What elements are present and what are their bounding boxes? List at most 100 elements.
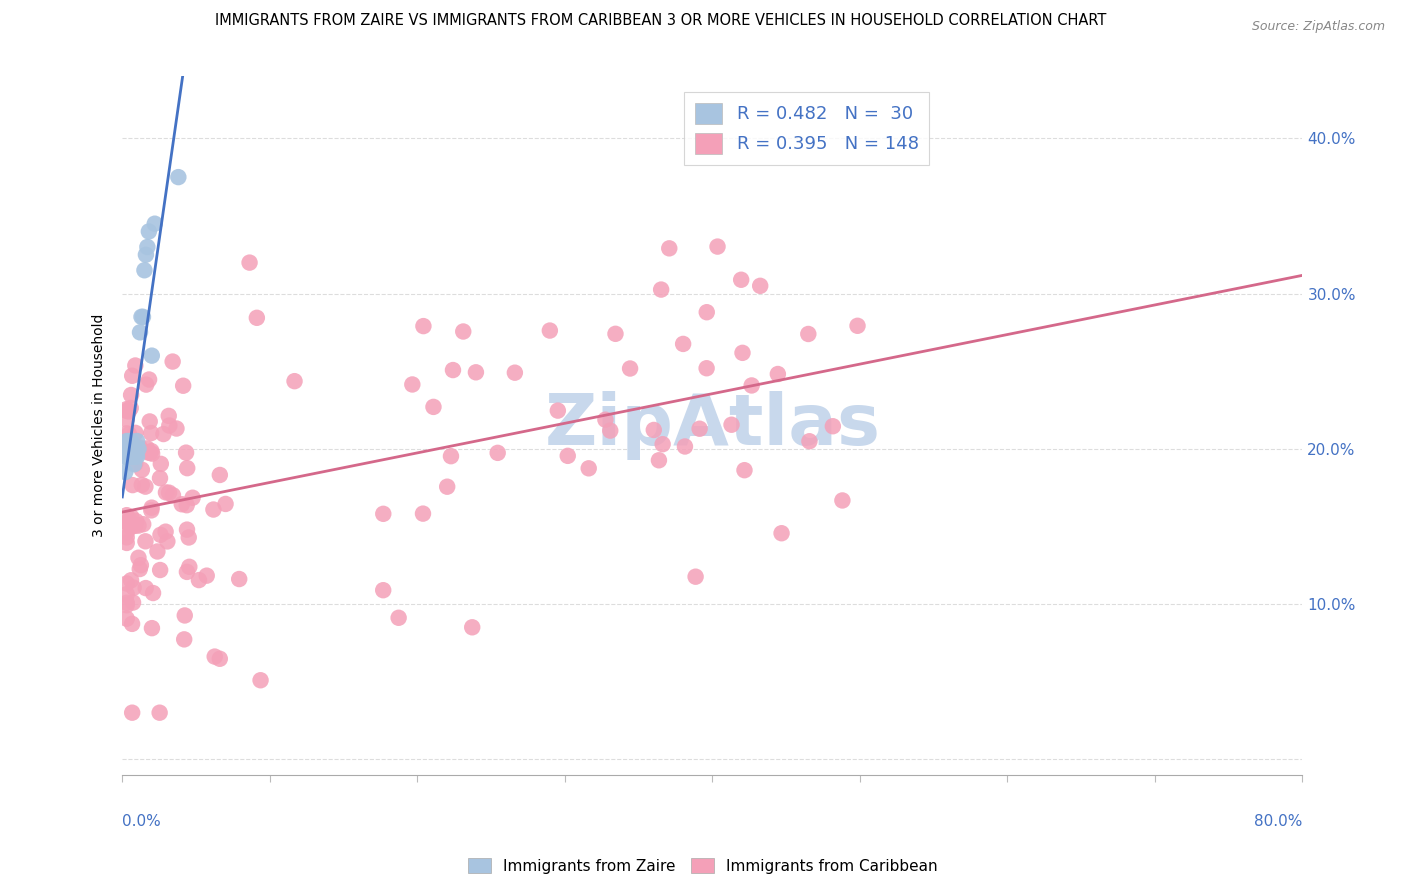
Point bbox=[141, 621, 163, 635]
Y-axis label: 3 or more Vehicles in Household: 3 or more Vehicles in Household bbox=[93, 314, 107, 537]
Point bbox=[121, 706, 143, 720]
Point bbox=[129, 558, 152, 573]
Point bbox=[121, 450, 143, 464]
Point bbox=[173, 632, 195, 647]
Point bbox=[440, 449, 463, 463]
Point bbox=[124, 457, 146, 471]
Point bbox=[155, 485, 177, 500]
Point bbox=[249, 673, 271, 688]
Point bbox=[202, 502, 225, 516]
Point bbox=[696, 361, 718, 376]
Point bbox=[176, 498, 198, 512]
Point bbox=[162, 488, 184, 502]
Point bbox=[120, 401, 142, 415]
Point bbox=[214, 497, 236, 511]
Point bbox=[149, 457, 172, 471]
Point bbox=[149, 528, 172, 542]
Text: Source: ZipAtlas.com: Source: ZipAtlas.com bbox=[1251, 20, 1385, 33]
Point bbox=[125, 434, 148, 448]
Point bbox=[124, 450, 146, 464]
Point bbox=[115, 536, 138, 550]
Point bbox=[127, 550, 149, 565]
Point bbox=[122, 595, 145, 609]
Point bbox=[114, 442, 136, 456]
Point bbox=[139, 426, 162, 441]
Point bbox=[187, 573, 209, 587]
Point bbox=[238, 255, 260, 269]
Point bbox=[121, 616, 143, 631]
Point bbox=[127, 518, 149, 533]
Legend: Immigrants from Zaire, Immigrants from Caribbean: Immigrants from Zaire, Immigrants from C… bbox=[463, 852, 943, 880]
Point bbox=[797, 326, 820, 341]
Point bbox=[115, 426, 138, 441]
Point bbox=[176, 461, 198, 475]
Point bbox=[122, 442, 145, 456]
Point bbox=[135, 248, 157, 262]
Point bbox=[118, 513, 141, 527]
Point bbox=[283, 374, 305, 388]
Point bbox=[167, 170, 190, 185]
Point bbox=[122, 581, 145, 595]
Point bbox=[166, 421, 188, 435]
Point bbox=[685, 570, 707, 584]
Point bbox=[595, 412, 617, 426]
Point bbox=[149, 471, 172, 485]
Point bbox=[436, 480, 458, 494]
Point bbox=[179, 559, 201, 574]
Point bbox=[658, 241, 681, 255]
Point bbox=[799, 434, 821, 449]
Point bbox=[124, 359, 146, 373]
Point bbox=[176, 565, 198, 579]
Point bbox=[115, 402, 138, 417]
Point bbox=[172, 378, 194, 392]
Point bbox=[689, 422, 711, 436]
Point bbox=[503, 366, 526, 380]
Text: 80.0%: 80.0% bbox=[1254, 814, 1302, 829]
Point bbox=[651, 437, 673, 451]
Point bbox=[461, 620, 484, 634]
Point bbox=[132, 310, 155, 324]
Point bbox=[157, 485, 180, 500]
Point bbox=[177, 531, 200, 545]
Point bbox=[157, 409, 180, 423]
Point bbox=[120, 520, 142, 534]
Point bbox=[143, 217, 166, 231]
Point bbox=[749, 278, 772, 293]
Point bbox=[648, 453, 671, 467]
Point bbox=[578, 461, 600, 475]
Point bbox=[706, 239, 728, 253]
Point bbox=[128, 442, 150, 456]
Point bbox=[120, 574, 142, 588]
Point bbox=[117, 450, 139, 464]
Point bbox=[115, 404, 138, 418]
Point bbox=[141, 349, 163, 363]
Point bbox=[134, 534, 156, 549]
Point bbox=[121, 510, 143, 524]
Point bbox=[451, 325, 474, 339]
Point bbox=[730, 273, 752, 287]
Point bbox=[134, 263, 156, 277]
Point bbox=[118, 427, 141, 442]
Point bbox=[121, 478, 143, 492]
Point bbox=[138, 414, 160, 428]
Point bbox=[121, 368, 143, 383]
Point bbox=[846, 318, 869, 333]
Point bbox=[131, 463, 153, 477]
Point bbox=[766, 367, 789, 381]
Point bbox=[401, 377, 423, 392]
Point bbox=[115, 450, 138, 464]
Point bbox=[122, 458, 145, 472]
Point bbox=[115, 596, 138, 610]
Text: 0.0%: 0.0% bbox=[122, 814, 162, 829]
Point bbox=[115, 530, 138, 544]
Point bbox=[115, 412, 138, 426]
Point bbox=[672, 337, 695, 351]
Point bbox=[115, 587, 138, 601]
Point bbox=[181, 491, 204, 505]
Point bbox=[117, 516, 139, 530]
Point bbox=[821, 419, 844, 434]
Point bbox=[115, 525, 138, 540]
Point bbox=[115, 434, 138, 448]
Point bbox=[135, 581, 157, 595]
Legend: R = 0.482   N =  30, R = 0.395   N = 148: R = 0.482 N = 30, R = 0.395 N = 148 bbox=[685, 92, 929, 165]
